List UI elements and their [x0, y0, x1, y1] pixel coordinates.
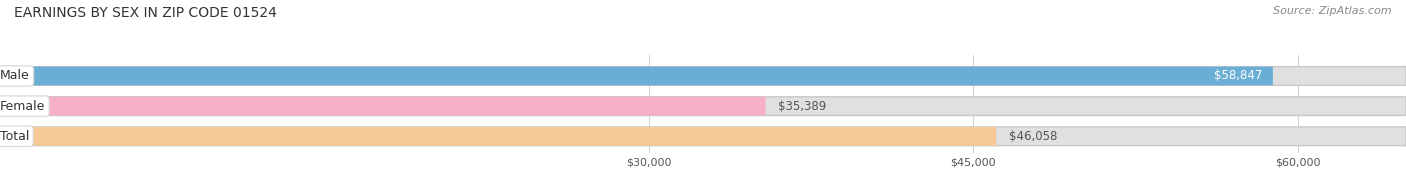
Text: Total: Total	[0, 130, 30, 143]
FancyBboxPatch shape	[0, 67, 1406, 85]
Text: $35,389: $35,389	[779, 100, 827, 113]
Text: $46,058: $46,058	[1010, 130, 1057, 143]
Text: EARNINGS BY SEX IN ZIP CODE 01524: EARNINGS BY SEX IN ZIP CODE 01524	[14, 6, 277, 20]
Text: Source: ZipAtlas.com: Source: ZipAtlas.com	[1274, 6, 1392, 16]
Text: Male: Male	[0, 70, 30, 83]
Text: $58,847: $58,847	[1213, 70, 1263, 83]
FancyBboxPatch shape	[0, 97, 765, 115]
FancyBboxPatch shape	[0, 67, 1272, 85]
Text: Female: Female	[0, 100, 45, 113]
FancyBboxPatch shape	[0, 97, 1406, 115]
FancyBboxPatch shape	[0, 127, 1406, 146]
FancyBboxPatch shape	[0, 127, 997, 146]
